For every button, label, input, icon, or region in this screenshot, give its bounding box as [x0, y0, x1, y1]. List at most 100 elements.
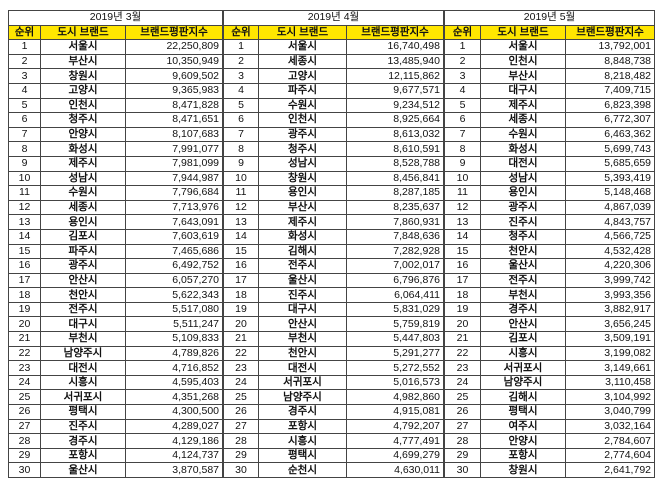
table-row: 14 김포시 7,603,619 [8, 228, 223, 245]
rank-cell: 5 [8, 97, 41, 114]
rank-cell: 30 [444, 462, 481, 478]
rank-cell: 28 [444, 433, 481, 449]
value-cell: 5,511,247 [125, 316, 223, 333]
table-row: 28 안양시 2,784,607 [444, 433, 655, 449]
value-cell: 3,199,082 [565, 345, 655, 362]
table-row: 27 포항시 4,792,207 [223, 418, 444, 435]
value-cell: 7,465,686 [125, 243, 223, 260]
rank-cell: 11 [444, 185, 481, 201]
rank-cell: 13 [223, 214, 259, 230]
ranking-tables: 2019년 3월 순위 도시 브랜드 브랜드평판지수 1 서울시 22,250,809 2 부산… [8, 10, 655, 478]
value-cell: 8,613,032 [346, 126, 444, 143]
value-cell: 7,603,619 [125, 228, 223, 245]
city-cell: 수원시 [40, 185, 126, 201]
city-cell: 시흥시 [480, 345, 566, 362]
rank-cell: 23 [223, 360, 259, 376]
rank-cell: 11 [223, 185, 259, 201]
city-cell: 평택시 [480, 404, 566, 420]
table-row: 5 제주시 6,823,398 [444, 97, 655, 114]
city-cell: 인천시 [40, 97, 126, 114]
rank-cell: 11 [8, 185, 41, 201]
rank-cell: 2 [223, 53, 259, 70]
value-cell: 4,300,500 [125, 404, 223, 420]
table-row: 24 서귀포시 5,016,573 [223, 374, 444, 391]
rank-cell: 24 [8, 374, 41, 391]
city-cell: 창원시 [480, 462, 566, 478]
table-row: 21 김포시 3,509,191 [444, 331, 655, 347]
value-cell: 6,492,752 [125, 258, 223, 274]
rank-cell: 8 [444, 141, 481, 157]
table-row: 2 인천시 8,848,738 [444, 53, 655, 70]
table-row: 26 평택시 4,300,500 [8, 404, 223, 420]
city-cell: 성남시 [258, 155, 347, 172]
city-cell: 시흥시 [258, 433, 347, 449]
table-row: 10 성남시 7,944,987 [8, 170, 223, 187]
rank-cell: 7 [223, 126, 259, 143]
city-cell: 제주시 [480, 97, 566, 114]
table-row: 8 화성시 7,991,077 [8, 141, 223, 157]
table-row: 15 천안시 4,532,428 [444, 243, 655, 260]
city-cell: 서귀포시 [480, 360, 566, 376]
table-row: 5 인천시 8,471,828 [8, 97, 223, 114]
rank-cell: 30 [223, 462, 259, 478]
table-row: 20 안산시 3,656,245 [444, 316, 655, 333]
table-row: 25 김해시 3,104,992 [444, 389, 655, 406]
city-cell: 서귀포시 [258, 374, 347, 391]
table-row: 24 남양주시 3,110,458 [444, 374, 655, 391]
value-cell: 4,129,186 [125, 433, 223, 449]
value-cell: 3,509,191 [565, 331, 655, 347]
city-cell: 김해시 [258, 243, 347, 260]
value-cell: 8,107,683 [125, 126, 223, 143]
rank-cell: 1 [444, 39, 481, 55]
table-row: 25 남양주시 4,982,860 [223, 389, 444, 406]
table-row: 28 경주시 4,129,186 [8, 433, 223, 449]
value-cell: 16,740,498 [346, 39, 444, 55]
rank-cell: 27 [223, 418, 259, 435]
city-cell: 안양시 [480, 433, 566, 449]
value-cell: 4,777,491 [346, 433, 444, 449]
value-cell: 3,882,917 [565, 301, 655, 318]
rank-cell: 4 [223, 82, 259, 99]
city-cell: 부천시 [40, 331, 126, 347]
city-cell: 청주시 [40, 112, 126, 128]
rank-cell: 15 [8, 243, 41, 260]
rank-cell: 23 [444, 360, 481, 376]
table-row: 22 남양주시 4,789,826 [8, 345, 223, 362]
header-row: 순위 도시 브랜드 브랜드평판지수 [8, 24, 223, 41]
value-cell: 5,393,419 [565, 170, 655, 187]
value-cell: 6,823,398 [565, 97, 655, 114]
rank-cell: 4 [8, 82, 41, 99]
rank-cell: 7 [8, 126, 41, 143]
header-row: 순위 도시 브랜드 브랜드평판지수 [444, 24, 655, 41]
value-cell: 9,677,571 [346, 82, 444, 99]
value-cell: 3,870,587 [125, 462, 223, 478]
city-cell: 서울시 [480, 39, 566, 55]
value-cell: 3,032,164 [565, 418, 655, 435]
rank-cell: 28 [223, 433, 259, 449]
city-cell: 대전시 [258, 360, 347, 376]
table-row: 11 용인시 8,287,185 [223, 185, 444, 201]
rank-cell: 12 [8, 199, 41, 216]
city-cell: 포항시 [480, 447, 566, 464]
rank-cell: 21 [444, 331, 481, 347]
rank-cell: 21 [223, 331, 259, 347]
rank-cell: 28 [8, 433, 41, 449]
value-cell: 7,860,931 [346, 214, 444, 230]
city-cell: 진주시 [40, 418, 126, 435]
city-cell: 남양주시 [480, 374, 566, 391]
table-row: 7 안양시 8,107,683 [8, 126, 223, 143]
city-cell: 부산시 [480, 68, 566, 84]
value-cell: 6,796,876 [346, 272, 444, 289]
table-row: 30 울산시 3,870,587 [8, 462, 223, 478]
table-row: 28 시흥시 4,777,491 [223, 433, 444, 449]
value-cell: 2,774,604 [565, 447, 655, 464]
value-cell: 8,456,841 [346, 170, 444, 187]
value-cell: 3,999,742 [565, 272, 655, 289]
value-header: 브랜드평판지수 [565, 24, 655, 41]
city-cell: 창원시 [40, 68, 126, 84]
city-cell: 성남시 [480, 170, 566, 187]
rank-cell: 3 [444, 68, 481, 84]
value-cell: 4,566,725 [565, 228, 655, 245]
table-row: 19 전주시 5,517,080 [8, 301, 223, 318]
rank-cell: 2 [444, 53, 481, 70]
